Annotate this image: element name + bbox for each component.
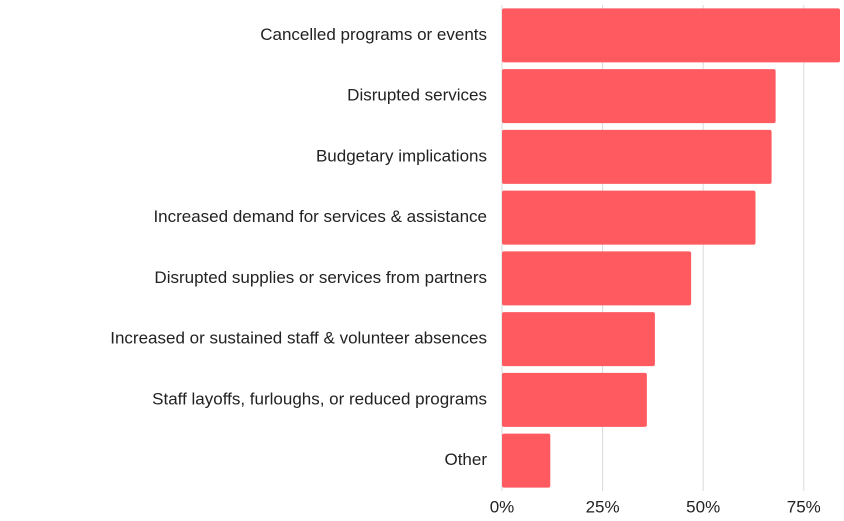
bar	[502, 8, 840, 63]
bar	[502, 372, 647, 427]
bar	[502, 129, 772, 184]
y-tick-label: Disrupted services	[347, 86, 487, 105]
y-tick-label: Cancelled programs or events	[260, 25, 487, 44]
y-tick-label: Disrupted supplies or services from part…	[154, 268, 487, 287]
bar	[502, 312, 655, 367]
y-tick-label: Increased demand for services & assistan…	[153, 207, 487, 226]
y-tick-label: Other	[444, 450, 487, 469]
x-tick-label: 75%	[787, 497, 821, 516]
x-tick-label: 0%	[490, 497, 515, 516]
x-tick-label: 50%	[686, 497, 720, 516]
y-tick-label: Increased or sustained staff & volunteer…	[110, 329, 487, 348]
bar	[502, 433, 551, 488]
bar	[502, 190, 756, 245]
bar	[502, 251, 692, 306]
x-tick-label: 25%	[586, 497, 620, 516]
bar	[502, 69, 776, 124]
y-tick-label: Budgetary implications	[316, 146, 487, 165]
y-tick-label: Staff layoffs, furloughs, or reduced pro…	[152, 389, 487, 408]
